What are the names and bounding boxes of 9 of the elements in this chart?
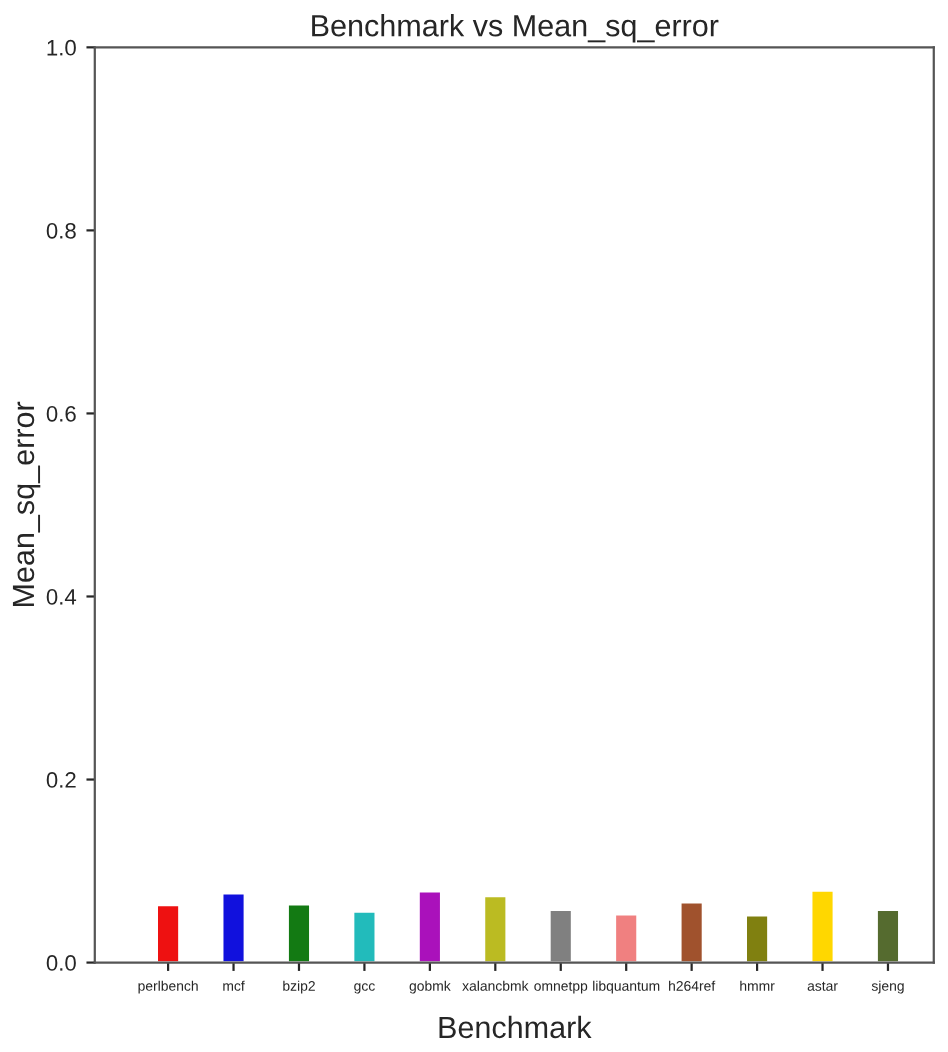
chart-title: Benchmark vs Mean_sq_error xyxy=(312,14,719,43)
y-axis-title: Mean_sq_error xyxy=(12,401,41,607)
y-tick-label: 0.6 xyxy=(46,405,76,422)
y-tick-label: 0.0 xyxy=(46,955,76,971)
y-tick-label: 0.8 xyxy=(46,222,76,239)
y-tick-label: 0.4 xyxy=(46,589,77,605)
x-axis-title: Benchmark xyxy=(439,1015,592,1039)
y-tick-label: 1.0 xyxy=(47,39,76,56)
y-tick-label: 0.2 xyxy=(46,772,76,788)
